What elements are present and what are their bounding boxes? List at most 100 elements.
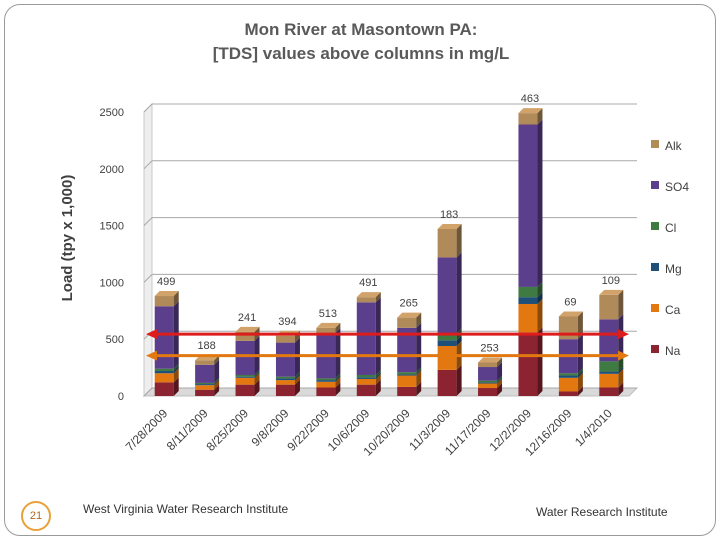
y-tick-label: 2000 bbox=[100, 164, 124, 176]
bar-segment-mg bbox=[356, 377, 376, 379]
y-tick-label: 500 bbox=[106, 334, 124, 346]
bar-segment-so4 bbox=[195, 364, 215, 383]
bar-top bbox=[437, 224, 462, 230]
bar-side-ca bbox=[416, 370, 422, 387]
bar-top bbox=[518, 108, 543, 114]
bar-side-ca bbox=[577, 372, 583, 392]
bar-top bbox=[397, 312, 422, 318]
bar-segment-mg bbox=[275, 378, 295, 381]
bar-segment-alk bbox=[558, 316, 578, 340]
bar-side-cl bbox=[173, 363, 179, 372]
bar-top bbox=[558, 311, 583, 317]
bar-side-mg bbox=[577, 370, 583, 378]
tds-value-label: 109 bbox=[602, 275, 620, 287]
red-reference-line-arrow-right bbox=[618, 329, 629, 340]
bar-segment-mg bbox=[478, 382, 498, 384]
y-tick-label: 1000 bbox=[100, 277, 124, 289]
bar-segment-na bbox=[275, 384, 295, 396]
bar-side-na bbox=[416, 381, 422, 396]
bar-segment-so4 bbox=[235, 340, 255, 375]
bar-side-mg bbox=[335, 375, 341, 382]
bar-segment-mg bbox=[397, 374, 417, 376]
bar-segment-alk bbox=[316, 327, 336, 333]
legend-swatch-so4 bbox=[651, 181, 659, 189]
chart: Mon River at Masontown PA: [TDS] values a… bbox=[59, 20, 689, 459]
bar-segment-na bbox=[195, 389, 215, 396]
legend-swatch-mg bbox=[651, 263, 659, 271]
bar-side-cl bbox=[577, 368, 583, 376]
x-tick-label: 9/22/2009 bbox=[284, 406, 332, 454]
legend-label-alk: Alk bbox=[665, 139, 683, 153]
bar-segment-so4 bbox=[518, 124, 538, 287]
bar-segment-cl bbox=[558, 373, 578, 376]
bar-segment-ca bbox=[235, 377, 255, 385]
bar-segment-cl bbox=[478, 380, 498, 383]
orange-reference-line-arrow-right bbox=[618, 350, 629, 361]
bar-side-na bbox=[577, 386, 583, 396]
bar-side-cl bbox=[537, 281, 543, 298]
bar-segment-ca bbox=[275, 380, 295, 385]
bar-side-ca bbox=[335, 376, 341, 388]
bar-side-alk bbox=[214, 355, 220, 365]
tds-value-label: 491 bbox=[359, 277, 377, 289]
x-tick-label: 8/25/2009 bbox=[204, 406, 252, 454]
bar-segment-so4 bbox=[356, 302, 376, 375]
bar-segment-ca bbox=[599, 373, 619, 388]
bar-segment-mg bbox=[518, 297, 538, 304]
bar-segment-mg bbox=[195, 384, 215, 386]
y-tick-label: 2500 bbox=[100, 107, 124, 119]
bar-side-mg bbox=[375, 372, 381, 379]
bar-side-mg bbox=[254, 371, 260, 378]
bar-segment-so4 bbox=[599, 319, 619, 362]
red-reference-line-arrow-left bbox=[146, 329, 157, 340]
bar-side-ca bbox=[294, 375, 300, 385]
y-axis-title: Load (tpy x 1,000) bbox=[59, 175, 76, 302]
bar-segment-alk bbox=[195, 360, 215, 365]
legend-label-na: Na bbox=[665, 344, 681, 358]
chart-side-wall bbox=[143, 102, 153, 398]
bar-segment-mg bbox=[558, 375, 578, 378]
x-tick-label: 7/28/2009 bbox=[123, 406, 171, 454]
orange-reference-line-arrow-left bbox=[146, 350, 157, 361]
bar-side-ca bbox=[173, 368, 179, 383]
y-gridline bbox=[143, 273, 637, 283]
tds-value-label: 463 bbox=[521, 93, 539, 105]
tds-value-label: 513 bbox=[319, 308, 337, 320]
tds-value-label: 394 bbox=[278, 316, 296, 328]
bar-side-alk bbox=[375, 292, 381, 303]
legend-label-ca: Ca bbox=[665, 303, 681, 317]
bar-side-cl bbox=[416, 367, 422, 375]
bar-top bbox=[356, 292, 381, 298]
bar-side-mg bbox=[618, 366, 624, 374]
bar-top bbox=[316, 322, 341, 328]
bar-segment-cl bbox=[437, 333, 457, 341]
bar-segment-mg bbox=[235, 376, 255, 378]
bar-side-alk bbox=[416, 312, 422, 328]
bar-segment-alk bbox=[356, 297, 376, 303]
tds-value-label: 188 bbox=[197, 340, 215, 352]
bar-side-alk bbox=[537, 108, 543, 125]
bar-side-na bbox=[294, 379, 300, 396]
legend-swatch-cl bbox=[651, 222, 659, 230]
bar-segment-alk bbox=[599, 294, 619, 320]
bar-side-mg bbox=[537, 292, 543, 304]
bar-side-mg bbox=[456, 335, 462, 347]
bar-segment-alk bbox=[437, 229, 457, 258]
bar-side-na bbox=[618, 382, 624, 396]
bar-segment-na bbox=[235, 384, 255, 396]
bar-segment-na bbox=[518, 332, 538, 396]
bar-segment-alk bbox=[518, 113, 538, 125]
bar-side-cl bbox=[214, 377, 220, 385]
bar-side-ca bbox=[254, 372, 260, 385]
legend-label-cl: Cl bbox=[665, 221, 676, 235]
y-gridline bbox=[143, 217, 637, 226]
bar-side-na bbox=[254, 379, 260, 396]
legend-label-mg: Mg bbox=[665, 262, 682, 276]
bar-segment-alk bbox=[397, 317, 417, 328]
bar-segment-alk bbox=[478, 362, 498, 368]
bar-side-cl bbox=[375, 369, 381, 378]
tds-value-label: 253 bbox=[480, 342, 498, 354]
bar-segment-ca bbox=[518, 303, 538, 333]
chart-title-line: [TDS] values above columns in mg/L bbox=[213, 44, 510, 63]
bar-segment-na bbox=[478, 388, 498, 396]
